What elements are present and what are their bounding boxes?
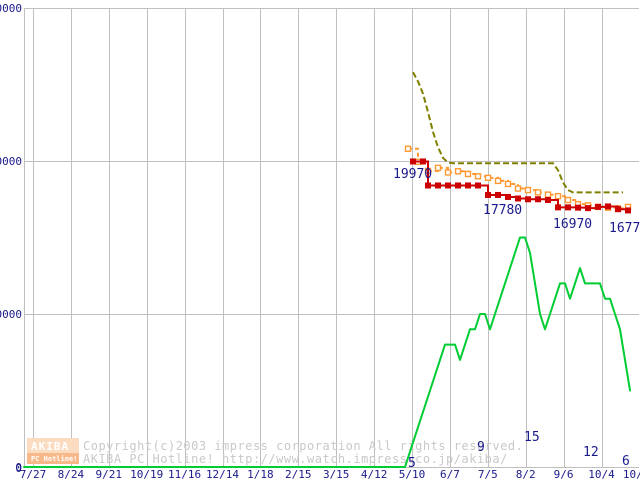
label-count-9: 9 xyxy=(477,440,485,455)
grid-layer xyxy=(24,8,639,468)
y-axis-tick-label: 10000 xyxy=(0,308,22,321)
data-point-marker xyxy=(455,182,461,189)
data-point-marker xyxy=(465,182,471,189)
data-point-marker xyxy=(425,182,431,189)
data-point-marker xyxy=(494,177,502,185)
akiba-logo-subtitle: PC Hotline! xyxy=(31,455,77,463)
label-16770: 16770 xyxy=(609,221,640,236)
akiba-logo-background xyxy=(27,438,79,453)
x-axis-tick-label: 10/4 xyxy=(588,468,615,480)
y-axis-tick-label: 20000 xyxy=(0,155,22,168)
x-axis-tick-label: 10/19 xyxy=(130,468,163,480)
x-axis-tick-label: 4/12 xyxy=(361,468,388,480)
x-axis-tick-labels: 7/27 8/24 9/21 10/19 11/16 12/14 1/18 2/15 3/15 4… xyxy=(15,462,640,480)
x-axis-tick-label: 9/6 xyxy=(554,468,574,480)
data-point-marker xyxy=(434,164,442,172)
data-point-marker xyxy=(515,195,521,202)
data-point-marker xyxy=(534,189,542,196)
x-axis-tick-label: 12/14 xyxy=(206,468,239,480)
data-point-marker xyxy=(444,169,452,176)
label-17780: 17780 xyxy=(483,203,522,218)
data-point-marker xyxy=(615,206,621,213)
x-axis-tick-label: 6/7 xyxy=(440,468,460,480)
x-axis-tick-label: 9/21 xyxy=(96,468,123,480)
x-axis-tick-label: 3/15 xyxy=(323,468,350,480)
data-point-marker xyxy=(484,174,492,182)
data-point-marker xyxy=(445,182,451,189)
y-axis-tick-label: 30000 xyxy=(0,2,22,15)
data-point-marker xyxy=(464,170,472,178)
data-point-marker xyxy=(454,168,462,175)
data-point-marker xyxy=(595,203,601,210)
data-point-marker xyxy=(504,180,512,188)
data-point-marker xyxy=(585,205,591,212)
y-axis-origin-label: 0 xyxy=(15,462,22,475)
data-point-marker xyxy=(605,203,611,210)
label-count-12: 12 xyxy=(583,445,599,460)
data-value-labels: 19970 17780 16970 16770 5 9 15 12 6 xyxy=(393,167,640,471)
data-point-marker xyxy=(475,182,481,189)
akiba-logo-sub-background xyxy=(27,453,79,464)
data-point-marker xyxy=(404,145,412,152)
data-point-marker xyxy=(435,182,441,189)
y-axis-tick-label: 0 xyxy=(15,461,22,474)
data-point-marker xyxy=(544,191,552,198)
series-max-price xyxy=(412,71,623,194)
watermark-url-line: AKIBA PC Hotline! http://www.watch.impre… xyxy=(83,452,508,466)
watermark-copyright-line: Copyright(c)2003 impress corporation All… xyxy=(83,439,523,453)
data-point-marker xyxy=(564,196,572,204)
data-point-marker xyxy=(555,204,561,211)
series-min-price xyxy=(410,158,631,214)
data-point-marker xyxy=(485,191,491,198)
data-point-marker xyxy=(505,193,511,200)
data-point-marker xyxy=(535,196,541,203)
data-point-marker xyxy=(525,196,531,203)
data-point-marker xyxy=(474,173,482,180)
x-axis-tick-label: 11/16 xyxy=(168,468,201,480)
data-point-marker xyxy=(420,158,426,165)
data-series-layer xyxy=(23,71,632,468)
data-point-marker xyxy=(575,204,581,211)
x-axis-tick-label: 7/27 xyxy=(20,468,47,480)
data-point-marker xyxy=(410,158,416,165)
x-axis-tick-label: 8/24 xyxy=(58,468,85,480)
label-count-5: 5 xyxy=(408,456,416,471)
label-count-6: 6 xyxy=(622,454,630,469)
x-axis-tick-label: 7/5 xyxy=(478,468,498,480)
data-point-marker xyxy=(514,185,522,192)
watermark: AKIBA PC Hotline! Copyright(c)2003 impress… xyxy=(27,438,523,466)
data-point-marker xyxy=(495,191,501,198)
y-axis-tick-labels: 30000 20000 10000 0 xyxy=(0,2,22,474)
label-19970: 19970 xyxy=(393,167,432,182)
x-axis-tick-label: 10/11 xyxy=(623,468,640,480)
data-point-marker xyxy=(545,197,551,204)
x-axis-tick-label: 2/15 xyxy=(285,468,312,480)
x-axis-tick-label: 5/10 xyxy=(399,468,426,480)
series-line-shop-count xyxy=(23,236,631,468)
series-line-max-price xyxy=(412,71,623,194)
x-axis-tick-label: 1/18 xyxy=(247,468,274,480)
data-point-marker xyxy=(565,204,571,211)
label-16970: 16970 xyxy=(553,217,592,232)
label-count-15: 15 xyxy=(524,430,540,445)
data-point-marker xyxy=(625,207,631,214)
akiba-logo-text: AKIBA xyxy=(31,440,69,453)
data-point-marker xyxy=(554,192,562,200)
x-axis-tick-label: 8/2 xyxy=(516,468,536,480)
data-point-marker xyxy=(524,186,532,194)
series-shop-count xyxy=(23,236,631,468)
